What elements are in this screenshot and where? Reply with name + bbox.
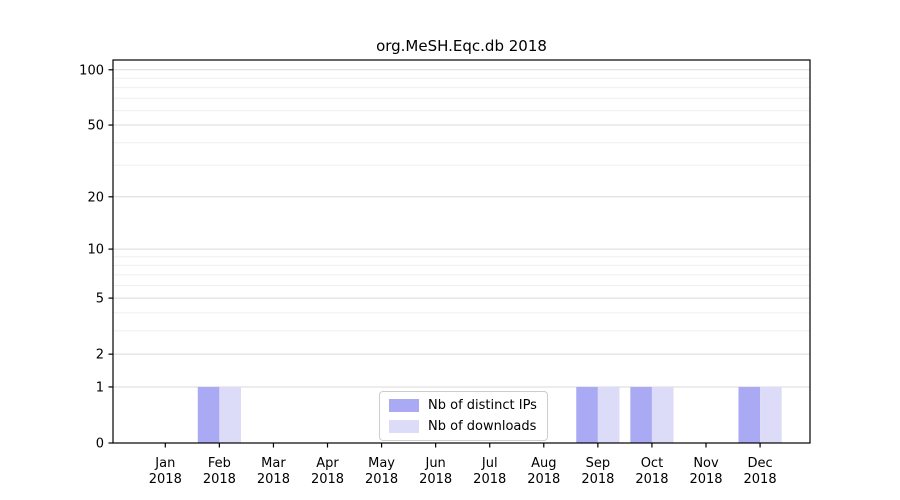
legend-label-downloads: Nb of downloads: [428, 419, 537, 434]
legend-item-downloads: Nb of downloads: [389, 419, 537, 434]
y-tick-label: 2: [96, 348, 104, 363]
y-tick-label: 100: [79, 63, 104, 78]
y-tick-label: 0: [96, 437, 104, 452]
x-tick-label-month: Jul: [481, 456, 498, 471]
x-tick-label-month: Jan: [154, 456, 175, 471]
x-tick-label-year: 2018: [744, 472, 777, 487]
y-tick-label: 50: [87, 119, 104, 134]
y-tick-label: 20: [87, 190, 104, 205]
x-tick-label-year: 2018: [311, 472, 344, 487]
x-tick-label-year: 2018: [689, 472, 722, 487]
bar-downloads: [651, 386, 674, 443]
legend-label-distinct-ips: Nb of distinct IPs: [428, 398, 537, 413]
x-tick-label-year: 2018: [149, 472, 182, 487]
x-tick-label-year: 2018: [365, 472, 398, 487]
x-tick-label-year: 2018: [203, 472, 236, 487]
x-tick-label-year: 2018: [527, 472, 560, 487]
x-tick-label-month: Mar: [261, 456, 286, 471]
x-tick-label-month: Sep: [586, 456, 611, 471]
x-tick-label-year: 2018: [635, 472, 668, 487]
x-tick-label-month: Feb: [208, 456, 231, 471]
x-tick-label-month: May: [368, 456, 395, 471]
bar-downloads: [219, 386, 241, 443]
y-tick-label: 1: [96, 380, 104, 395]
x-tick-label-year: 2018: [419, 472, 452, 487]
plot-frame: [112, 59, 811, 444]
bar-distinct-ips: [197, 386, 220, 443]
x-tick-label-month: Nov: [693, 456, 719, 471]
legend-swatch-distinct-ips: [389, 399, 419, 412]
x-tick-label-month: Oct: [641, 456, 663, 471]
bar-downloads: [760, 386, 782, 443]
x-tick-label-month: Dec: [747, 456, 772, 471]
chart-title: org.MeSH.Eqc.db 2018: [376, 37, 547, 55]
bar-distinct-ips: [630, 386, 652, 443]
y-tick-label: 10: [87, 243, 104, 258]
legend-swatch-downloads: [389, 420, 419, 433]
x-tick-label-month: Apr: [316, 456, 339, 471]
bar-distinct-ips: [576, 386, 598, 443]
bar-distinct-ips: [738, 386, 761, 443]
legend-item-distinct-ips: Nb of distinct IPs: [389, 398, 537, 413]
x-tick-label-year: 2018: [581, 472, 614, 487]
x-tick-label-year: 2018: [257, 472, 290, 487]
x-tick-label-month: Jun: [424, 456, 445, 471]
bar-downloads: [597, 386, 620, 443]
x-tick-label-month: Aug: [531, 456, 556, 471]
y-tick-label: 5: [96, 292, 104, 307]
x-tick-label-year: 2018: [473, 472, 506, 487]
legend: Nb of distinct IPs Nb of downloads: [379, 391, 548, 441]
